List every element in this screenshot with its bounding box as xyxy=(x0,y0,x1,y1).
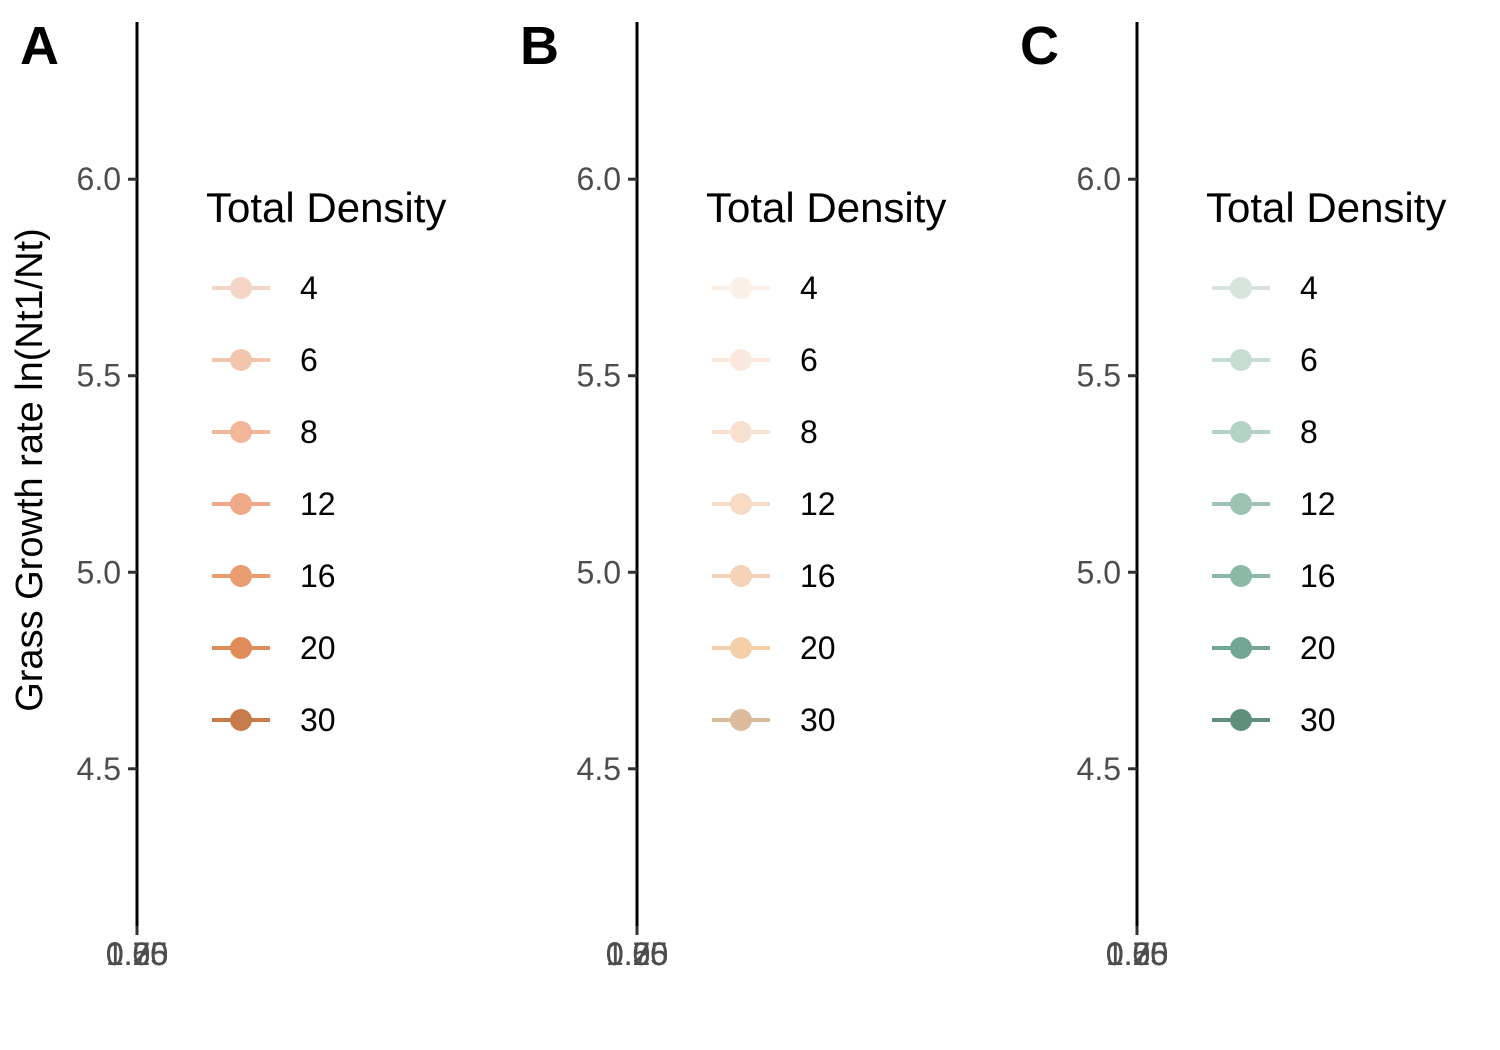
y-tick-label: 4.5 xyxy=(77,751,121,787)
legend-item: 8 xyxy=(1212,414,1318,450)
legend-point-swatch xyxy=(730,277,752,299)
legend-point-swatch xyxy=(1230,637,1252,659)
legend-item: 20 xyxy=(1212,630,1336,666)
legend-point-swatch xyxy=(730,349,752,371)
y-tick-label: 4.5 xyxy=(1077,751,1121,787)
legend-item: 6 xyxy=(1212,342,1318,378)
panel-a: A Grass Growth rate ln(Nt1/Nt) 4.5 5.0 5.5 6.… xyxy=(9,16,446,972)
y-tick-label: 5.0 xyxy=(577,554,621,590)
legend-point-swatch xyxy=(230,637,252,659)
legend-label: 4 xyxy=(1300,270,1318,306)
legend-point-swatch xyxy=(230,421,252,443)
x-tick-label: 0.75 xyxy=(106,936,168,972)
legend-point-swatch xyxy=(1230,277,1252,299)
legend-label: 20 xyxy=(800,630,836,666)
x-tick-label: 0.25 xyxy=(106,936,168,972)
y-tick-label: 5.5 xyxy=(1077,358,1121,394)
y-tick-label: 5.0 xyxy=(77,554,121,590)
legend-item: 12 xyxy=(1212,486,1336,522)
legend-point-swatch xyxy=(230,565,252,587)
y-axis-title: Grass Growth rate ln(Nt1/Nt) xyxy=(9,228,51,712)
y-tick-label: 6.0 xyxy=(77,161,121,197)
legend-point-swatch xyxy=(1230,349,1252,371)
legend-label: 4 xyxy=(800,270,818,306)
x-tick-label: 1.00 xyxy=(606,936,668,972)
legend-point-swatch xyxy=(230,277,252,299)
x-tick-label: 0.50 xyxy=(106,936,168,972)
legend-label: 20 xyxy=(1300,630,1336,666)
x-tick-label: 0.25 xyxy=(1106,936,1168,972)
legend-point-swatch xyxy=(230,709,252,731)
legend-item: 4 xyxy=(212,270,318,306)
x-tick-label: 0.75 xyxy=(606,936,668,972)
legend-label: 6 xyxy=(800,342,818,378)
x-tick-label: 0.75 xyxy=(1106,936,1168,972)
x-tick-label: 0.50 xyxy=(1106,936,1168,972)
legend-label: 12 xyxy=(300,486,336,522)
legend-item: 30 xyxy=(212,702,336,738)
legend-label: 4 xyxy=(300,270,318,306)
y-tick-label: 5.0 xyxy=(1077,554,1121,590)
legend-item: 6 xyxy=(712,342,818,378)
legend-item: 20 xyxy=(212,630,336,666)
legend-point-swatch xyxy=(230,493,252,515)
x-tick-label: 0.25 xyxy=(606,936,668,972)
legend-item: 4 xyxy=(712,270,818,306)
legend-point-swatch xyxy=(730,637,752,659)
panel-c: C 4.5 5.0 5.5 6.0 0.250.500.751.00 Total Densi… xyxy=(1020,16,1446,972)
legend-point-swatch xyxy=(730,493,752,515)
y-tick-label: 6.0 xyxy=(577,161,621,197)
legend-label: 20 xyxy=(300,630,336,666)
legend-label: 30 xyxy=(300,702,336,738)
x-tick-label: 0.50 xyxy=(606,936,668,972)
legend-point-swatch xyxy=(230,349,252,371)
legend-label: 12 xyxy=(800,486,836,522)
legend-title: Total Density xyxy=(1206,184,1446,231)
legend-item: 30 xyxy=(712,702,836,738)
legend-label: 8 xyxy=(300,414,318,450)
legend-item: 20 xyxy=(712,630,836,666)
panel-letter: B xyxy=(520,16,559,76)
legend-label: 30 xyxy=(800,702,836,738)
legend-label: 8 xyxy=(800,414,818,450)
legend-label: 16 xyxy=(800,558,836,594)
legend-title: Total Density xyxy=(706,184,946,231)
legend-label: 30 xyxy=(1300,702,1336,738)
legend-item: 16 xyxy=(712,558,836,594)
legend-item: 30 xyxy=(1212,702,1336,738)
panel-b: B 4.5 5.0 5.5 6.0 0.250.500.751.00 Total Densi… xyxy=(520,16,946,972)
legend-item: 4 xyxy=(1212,270,1318,306)
legend-item: 6 xyxy=(212,342,318,378)
y-tick-label: 5.5 xyxy=(77,358,121,394)
legend-point-swatch xyxy=(730,421,752,443)
legend-item: 12 xyxy=(712,486,836,522)
legend-point-swatch xyxy=(1230,493,1252,515)
legend-label: 6 xyxy=(300,342,318,378)
y-tick-label: 6.0 xyxy=(1077,161,1121,197)
legend-item: 8 xyxy=(212,414,318,450)
legend-point-swatch xyxy=(1230,421,1252,443)
legend-item: 16 xyxy=(212,558,336,594)
x-tick-label: 1.00 xyxy=(1106,936,1168,972)
legend-point-swatch xyxy=(730,709,752,731)
legend-label: 16 xyxy=(300,558,336,594)
legend-point-swatch xyxy=(1230,565,1252,587)
y-tick-label: 4.5 xyxy=(577,751,621,787)
x-tick-label: 1.00 xyxy=(106,936,168,972)
legend-point-swatch xyxy=(1230,709,1252,731)
legend-label: 6 xyxy=(1300,342,1318,378)
legend-item: 8 xyxy=(712,414,818,450)
y-tick-label: 5.5 xyxy=(577,358,621,394)
legend-point-swatch xyxy=(730,565,752,587)
legend-item: 16 xyxy=(1212,558,1336,594)
panel-letter: A xyxy=(20,16,59,76)
legend-item: 12 xyxy=(212,486,336,522)
panel-letter: C xyxy=(1020,16,1059,76)
legend-label: 12 xyxy=(1300,486,1336,522)
legend-label: 8 xyxy=(1300,414,1318,450)
legend-label: 16 xyxy=(1300,558,1336,594)
legend-title: Total Density xyxy=(206,184,446,231)
